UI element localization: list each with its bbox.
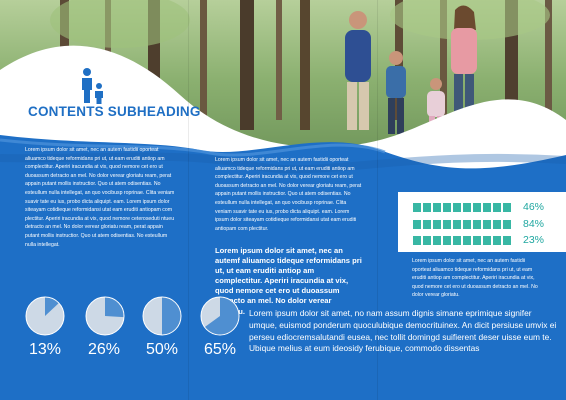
progress-segment <box>453 220 461 229</box>
progress-segment <box>463 203 471 212</box>
progress-segment <box>503 236 511 245</box>
pie-chart-3 <box>142 296 182 336</box>
family-icon <box>82 68 103 104</box>
progress-segment <box>413 220 421 229</box>
pie-slice <box>205 297 239 335</box>
son-figure <box>386 51 406 134</box>
progress-bar-3 <box>413 235 513 246</box>
progress-value-label: 23% <box>522 234 544 246</box>
progress-segment <box>473 236 481 245</box>
pie-chart-4 <box>200 296 240 336</box>
progress-segment <box>433 203 441 212</box>
progress-value-label: 46% <box>522 201 544 213</box>
father-figure <box>345 11 371 130</box>
progress-segment <box>473 203 481 212</box>
progress-segment <box>433 236 441 245</box>
fold-line-right <box>377 0 378 400</box>
progress-segment <box>463 220 471 229</box>
pie-percent-label: 65% <box>203 341 237 358</box>
progress-segment <box>503 220 511 229</box>
progress-segment <box>473 220 481 229</box>
progress-segment <box>483 203 491 212</box>
progress-segment <box>413 203 421 212</box>
progress-bar-2 <box>413 219 513 230</box>
pie-chart-1 <box>25 296 65 336</box>
progress-segment <box>423 203 431 212</box>
progress-value-label: 84% <box>522 218 544 230</box>
progress-segment <box>453 236 461 245</box>
middle-column-text: Lorem ipsum dolor sit amet, nec an autem… <box>215 157 362 232</box>
progress-segment <box>483 220 491 229</box>
pie-percent-label: 26% <box>87 341 121 358</box>
bottom-paragraph: Lorem ipsum dolor sit amet, no nam assum… <box>249 308 557 354</box>
progress-segment <box>493 220 501 229</box>
left-column-text: Lorem ipsum dolor sit amet, nec an autem… <box>25 147 175 248</box>
contents-subheading: CONTENTS SUBHEADING <box>28 104 201 119</box>
pie-slice <box>105 297 124 318</box>
progress-bar-1 <box>413 202 513 213</box>
progress-segment <box>493 236 501 245</box>
progress-segment <box>483 236 491 245</box>
pie-slice <box>162 297 181 335</box>
progress-segment <box>443 203 451 212</box>
pie-slice <box>45 297 59 316</box>
fold-line-left <box>188 0 189 400</box>
pie-percent-label: 50% <box>145 341 179 358</box>
right-column-text: Lorem ipsum dolor sit amet, nec an autem… <box>412 258 538 299</box>
progress-segment <box>443 220 451 229</box>
pie-chart-2 <box>85 296 125 336</box>
mother-figure <box>451 5 477 126</box>
progress-segment <box>503 203 511 212</box>
progress-segment <box>423 236 431 245</box>
progress-segment <box>413 236 421 245</box>
progress-segment <box>493 203 501 212</box>
pie-percent-label: 13% <box>28 341 62 358</box>
progress-segment <box>433 220 441 229</box>
progress-segment <box>463 236 471 245</box>
progress-segment <box>423 220 431 229</box>
progress-segment <box>453 203 461 212</box>
progress-segment <box>443 236 451 245</box>
